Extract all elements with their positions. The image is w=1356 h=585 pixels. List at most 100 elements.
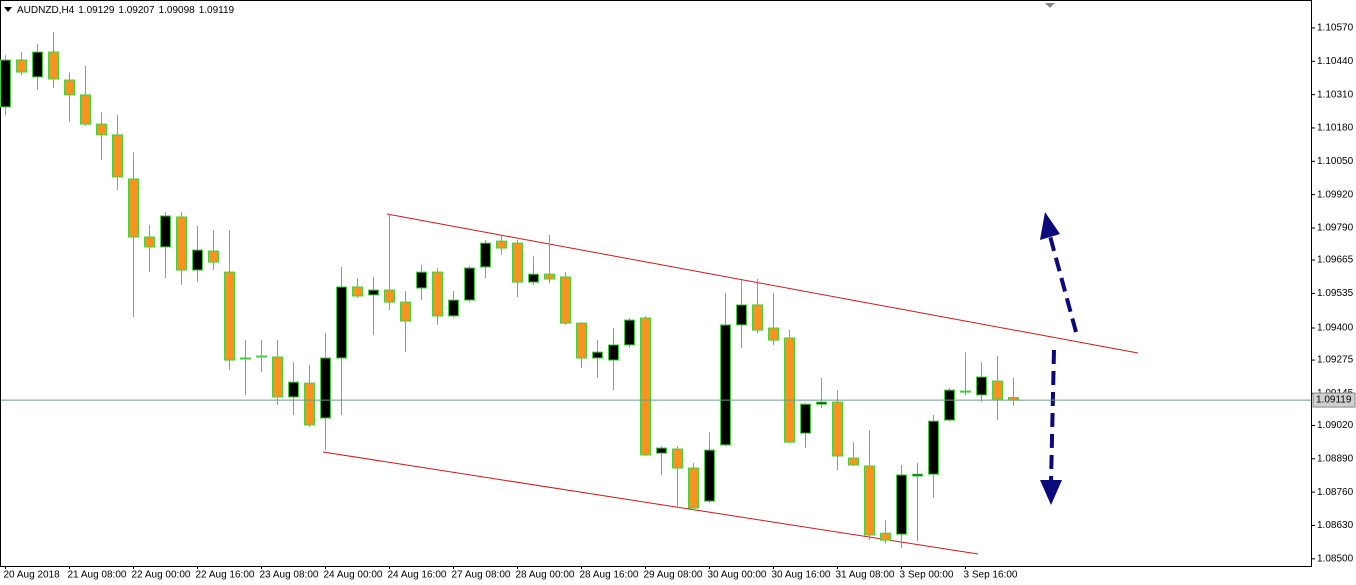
- bear-body: [128, 178, 139, 238]
- header: AUDNZD,H4 1.09129 1.09207 1.09098 1.09119: [17, 5, 235, 16]
- y-tick-label: 1.09920: [1317, 189, 1354, 200]
- down-arrow-shaft: [1049, 349, 1056, 483]
- bull-body: [896, 474, 907, 535]
- bear-body: [384, 289, 395, 303]
- bull-body: [320, 357, 331, 419]
- bull-body: [736, 304, 747, 326]
- bull-body: [592, 351, 603, 359]
- y-tick-label: 1.09020: [1317, 420, 1354, 431]
- up-arrow-shaft: [1048, 235, 1078, 333]
- bull-body: [464, 267, 475, 301]
- bear-body: [640, 317, 651, 456]
- bull-body: [912, 473, 923, 477]
- y-tick-label: 1.09275: [1317, 355, 1354, 366]
- x-tick-label: 28 Aug 00:00: [516, 570, 575, 581]
- y-tick-label: 1.09400: [1317, 323, 1354, 334]
- bear-body: [752, 304, 763, 331]
- x-tick-label: 21 Aug 08:00: [68, 570, 127, 581]
- bear-body: [432, 271, 443, 317]
- y-tick-label: 1.09665: [1317, 255, 1354, 266]
- lower-trendline: [322, 451, 979, 555]
- bull-body: [0, 59, 11, 108]
- bear-body: [400, 301, 411, 322]
- bull-body: [416, 271, 427, 289]
- close-value: 1.09119: [199, 5, 235, 16]
- shift-marker: [1045, 3, 1055, 8]
- y-tick-label: 1.10310: [1317, 89, 1354, 100]
- x-tick-label: 30 Aug 16:00: [772, 570, 831, 581]
- bear-body: [880, 532, 891, 541]
- bull-body: [624, 319, 635, 346]
- symbol: AUDNZD,H4: [17, 5, 75, 16]
- x-tick-label: 20 Aug 2018: [4, 570, 61, 581]
- up-arrow-head: [1040, 212, 1060, 240]
- bear-body: [80, 94, 91, 125]
- bear-body: [848, 457, 859, 466]
- bull-body: [528, 273, 539, 283]
- x-tick-label: 24 Aug 00:00: [324, 570, 383, 581]
- y-tick-label: 1.08760: [1317, 487, 1354, 498]
- bull-body: [800, 403, 811, 434]
- bear-body: [688, 467, 699, 509]
- bear-body: [16, 59, 27, 73]
- y-tick-label: 1.10570: [1317, 23, 1354, 34]
- y-tick-label: 1.10180: [1317, 123, 1354, 134]
- y-tick-label: 1.10050: [1317, 156, 1354, 167]
- bear-body: [96, 123, 107, 136]
- bear-body: [864, 465, 875, 536]
- bear-body: [832, 401, 843, 457]
- bear-body: [768, 327, 779, 341]
- bear-body: [112, 134, 123, 178]
- bull-body: [256, 355, 267, 358]
- bull-body: [240, 357, 251, 360]
- bull-body: [160, 215, 171, 248]
- bull-body: [960, 390, 971, 393]
- bear-body: [784, 337, 795, 443]
- bull-body: [720, 324, 731, 446]
- x-tick-label: 3 Sep 00:00: [900, 570, 954, 581]
- bear-body: [64, 79, 75, 96]
- y-tick-label: 1.10440: [1317, 56, 1354, 67]
- plot-frame: [0, 0, 1312, 567]
- bear-body: [672, 448, 683, 469]
- x-tick-label: 28 Aug 16:00: [580, 570, 639, 581]
- bear-body: [176, 216, 187, 271]
- bear-body: [48, 51, 59, 80]
- x-tick-label: 3 Sep 16:00: [964, 570, 1018, 581]
- bull-body: [336, 286, 347, 359]
- bear-body: [352, 286, 363, 297]
- bull-body: [976, 376, 987, 396]
- bull-body: [928, 420, 939, 475]
- down-arrow-head: [1040, 480, 1062, 505]
- bear-body: [304, 382, 315, 426]
- bear-body: [544, 273, 555, 280]
- x-tick-label: 24 Aug 16:00: [388, 570, 447, 581]
- low-value: 1.09098: [159, 5, 196, 16]
- x-tick-label: 27 Aug 08:00: [452, 570, 511, 581]
- bear-body: [512, 242, 523, 283]
- x-tick-label: 31 Aug 08:00: [836, 570, 895, 581]
- bear-body: [208, 250, 219, 263]
- bear-body: [144, 236, 155, 248]
- candles: [0, 32, 1019, 549]
- x-tick-label: 30 Aug 00:00: [708, 570, 767, 581]
- bull-body: [448, 299, 459, 317]
- bull-body: [32, 51, 43, 78]
- menu-marker: [4, 7, 12, 12]
- bull-body: [192, 249, 203, 271]
- y-tick-label: 1.08500: [1317, 553, 1354, 564]
- y-tick-label: 1.09790: [1317, 223, 1354, 234]
- bull-body: [816, 401, 827, 405]
- open-value: 1.09129: [78, 5, 115, 16]
- bull-body: [368, 289, 379, 296]
- x-tick-label: 22 Aug 00:00: [132, 570, 191, 581]
- bear-body: [496, 240, 507, 249]
- bear-body: [992, 380, 1003, 400]
- bull-body: [288, 381, 299, 398]
- bear-body: [224, 271, 235, 361]
- bear-body: [272, 356, 283, 398]
- bull-body: [944, 389, 955, 421]
- bull-body: [608, 344, 619, 361]
- x-tick-label: 29 Aug 08:00: [644, 570, 703, 581]
